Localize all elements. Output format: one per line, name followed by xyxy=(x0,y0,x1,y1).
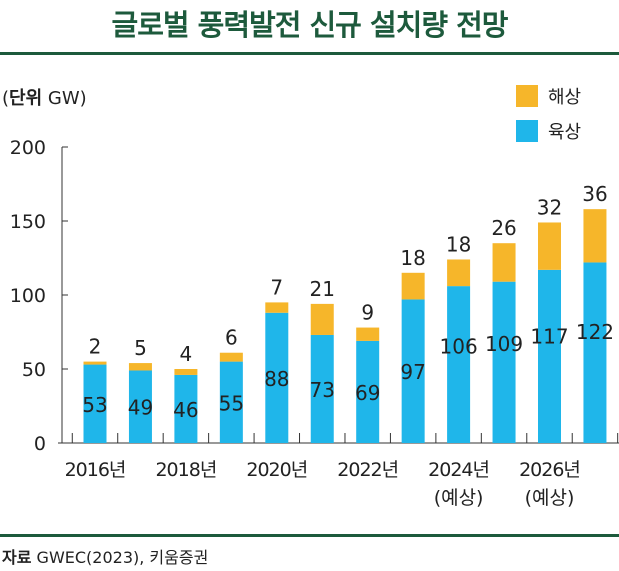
bar-offshore-2025 xyxy=(492,243,516,282)
onshore-value-label: 117 xyxy=(530,325,568,349)
bar-offshore-2017 xyxy=(128,363,152,371)
onshore-value-label: 88 xyxy=(264,367,289,391)
bar-onshore-2023 xyxy=(401,299,425,443)
onshore-value-label: 122 xyxy=(576,320,614,344)
bar-offshore-2022 xyxy=(356,327,380,341)
bar-onshore-2027 xyxy=(583,262,607,443)
x-tick-label: 2020년 xyxy=(246,459,307,481)
x-tick-label: 2022년 xyxy=(337,459,398,481)
bar-offshore-2016 xyxy=(83,361,107,365)
source-label: 자료 xyxy=(2,548,32,567)
offshore-value-label: 4 xyxy=(180,342,193,366)
chart-title: 글로벌 풍력발전 신규 설치량 전망 xyxy=(111,8,509,42)
onshore-value-label: 46 xyxy=(173,398,198,422)
bar-offshore-2018 xyxy=(174,369,198,375)
offshore-swatch xyxy=(516,84,538,107)
bar-onshore-2017 xyxy=(128,370,152,443)
unit-rest: GW) xyxy=(42,88,87,109)
legend-item-offshore: 해상 xyxy=(516,78,581,113)
onshore-value-label: 69 xyxy=(355,381,380,405)
offshore-value-label: 18 xyxy=(446,232,471,256)
bar-offshore-2019 xyxy=(219,352,243,362)
top-rule xyxy=(0,52,619,55)
legend-label-onshore: 육상 xyxy=(548,121,582,143)
offshore-value-label: 9 xyxy=(361,301,374,325)
offshore-value-label: 6 xyxy=(225,326,238,350)
y-tick-label: 0 xyxy=(34,433,46,455)
bar-onshore-2024 xyxy=(447,286,471,443)
bar-onshore-2022 xyxy=(356,340,380,443)
offshore-value-label: 2 xyxy=(89,335,102,359)
source-note: 자료 GWEC(2023), 키움증권 xyxy=(2,544,208,568)
bar-offshore-2023 xyxy=(401,272,425,300)
y-tick-label: 100 xyxy=(10,285,46,307)
source-text: GWEC(2023), 키움증권 xyxy=(31,548,209,567)
x-tick-label: 2024년 xyxy=(428,459,489,481)
unit-label: (단위 GW) xyxy=(2,84,87,110)
bar-onshore-2026 xyxy=(538,269,561,443)
x-tick-sublabel: (예상) xyxy=(434,487,484,509)
bar-onshore-2020 xyxy=(265,312,289,443)
bar-onshore-2016 xyxy=(83,364,107,443)
onshore-value-label: 97 xyxy=(400,360,425,384)
bar-onshore-2025 xyxy=(492,281,516,443)
bar-offshore-2027 xyxy=(583,209,607,263)
x-tick-label: 2018년 xyxy=(155,459,216,481)
bar-offshore-2024 xyxy=(447,259,471,287)
onshore-value-label: 109 xyxy=(485,332,523,356)
bottom-rule xyxy=(0,534,619,537)
x-tick-sublabel: (예상) xyxy=(525,487,575,509)
offshore-value-label: 18 xyxy=(400,246,425,270)
offshore-value-label: 7 xyxy=(270,275,283,299)
bar-offshore-2020 xyxy=(265,302,289,313)
bar-offshore-2021 xyxy=(310,303,334,335)
offshore-value-label: 26 xyxy=(491,216,516,240)
offshore-value-label: 21 xyxy=(310,277,335,301)
x-tick-label: 2026년 xyxy=(519,459,580,481)
onshore-value-label: 55 xyxy=(219,391,244,415)
legend-item-onshore: 육상 xyxy=(516,113,581,148)
onshore-swatch xyxy=(516,119,538,142)
y-tick-label: 200 xyxy=(10,137,46,159)
onshore-value-label: 53 xyxy=(82,393,107,417)
offshore-value-label: 5 xyxy=(134,336,147,360)
legend-label-offshore: 해상 xyxy=(548,86,582,108)
x-tick-label: 2016년 xyxy=(65,459,126,481)
bar-onshore-2019 xyxy=(219,361,243,443)
onshore-value-label: 106 xyxy=(440,335,478,359)
y-tick-label: 50 xyxy=(22,359,46,381)
legend: 해상 육상 xyxy=(516,78,581,148)
unit-prefix: ( xyxy=(2,88,10,109)
offshore-value-label: 36 xyxy=(582,182,607,206)
bar-offshore-2026 xyxy=(538,222,561,270)
offshore-value-label: 32 xyxy=(537,195,562,219)
onshore-value-label: 49 xyxy=(128,396,153,420)
bar-onshore-2018 xyxy=(174,374,198,443)
bar-onshore-2021 xyxy=(310,334,334,443)
y-tick-label: 150 xyxy=(10,211,46,233)
onshore-value-label: 73 xyxy=(310,378,335,402)
unit-bold: 단위 xyxy=(9,88,43,109)
